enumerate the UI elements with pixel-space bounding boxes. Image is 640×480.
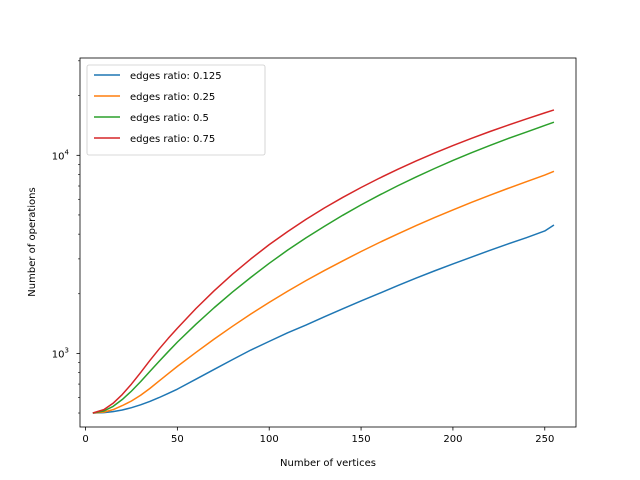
y-tick-label: 103 (52, 346, 69, 360)
y-axis-label: Number of operations (27, 187, 38, 296)
x-tick-label: 100 (260, 434, 279, 445)
legend: edges ratio: 0.125 edges ratio: 0.25 edges… (86, 64, 266, 156)
legend-entry: edges ratio: 0.125 (130, 71, 222, 82)
legend-entry: edges ratio: 0.25 (130, 92, 215, 103)
series-line-1 (92, 170, 555, 414)
x-tick-label: 50 (171, 434, 184, 445)
series-line-2 (92, 121, 555, 414)
legend-box (86, 64, 266, 156)
x-tick-label: 250 (535, 434, 554, 445)
x-axis: 0 50 100 150 200 250 (82, 427, 554, 445)
series-layer (92, 109, 555, 414)
series-line-3 (92, 109, 555, 414)
y-tick-label: 104 (52, 148, 70, 162)
y-axis: 103 104 (52, 60, 80, 414)
x-tick-label: 200 (443, 434, 462, 445)
plot-frame (79, 57, 577, 428)
x-tick-label: 150 (352, 434, 371, 445)
x-axis-label: Number of vertices (280, 458, 376, 469)
legend-entry: edges ratio: 0.5 (130, 113, 209, 124)
legend-entry: edges ratio: 0.75 (130, 134, 215, 145)
series-line-0 (92, 224, 555, 414)
x-tick-label: 0 (82, 434, 88, 445)
